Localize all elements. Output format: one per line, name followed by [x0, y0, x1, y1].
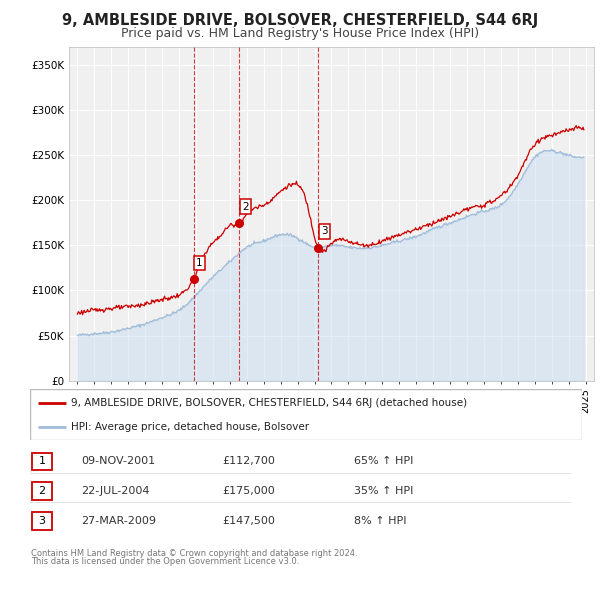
Text: This data is licensed under the Open Government Licence v3.0.: This data is licensed under the Open Gov…: [31, 558, 299, 566]
Bar: [32, 512, 52, 530]
Text: 09-NOV-2001: 09-NOV-2001: [81, 457, 155, 466]
Text: £112,700: £112,700: [222, 457, 275, 466]
Text: £175,000: £175,000: [222, 486, 275, 496]
Bar: [32, 453, 52, 470]
Text: 27-MAR-2009: 27-MAR-2009: [81, 516, 156, 526]
Text: 8% ↑ HPI: 8% ↑ HPI: [354, 516, 407, 526]
Text: £147,500: £147,500: [222, 516, 275, 526]
Text: 22-JUL-2004: 22-JUL-2004: [81, 486, 149, 496]
Text: 9, AMBLESIDE DRIVE, BOLSOVER, CHESTERFIELD, S44 6RJ (detached house): 9, AMBLESIDE DRIVE, BOLSOVER, CHESTERFIE…: [71, 398, 467, 408]
Text: 35% ↑ HPI: 35% ↑ HPI: [354, 486, 413, 496]
Text: 1: 1: [38, 457, 46, 466]
Text: 65% ↑ HPI: 65% ↑ HPI: [354, 457, 413, 466]
Text: 3: 3: [38, 516, 46, 526]
Text: 9, AMBLESIDE DRIVE, BOLSOVER, CHESTERFIELD, S44 6RJ: 9, AMBLESIDE DRIVE, BOLSOVER, CHESTERFIE…: [62, 13, 538, 28]
Text: 2: 2: [242, 202, 248, 212]
Text: 2: 2: [38, 486, 46, 496]
Bar: [32, 482, 52, 500]
Text: HPI: Average price, detached house, Bolsover: HPI: Average price, detached house, Bols…: [71, 421, 310, 431]
Text: Contains HM Land Registry data © Crown copyright and database right 2024.: Contains HM Land Registry data © Crown c…: [31, 549, 358, 558]
Text: Price paid vs. HM Land Registry's House Price Index (HPI): Price paid vs. HM Land Registry's House …: [121, 27, 479, 40]
Text: 1: 1: [196, 258, 203, 268]
Text: 3: 3: [321, 227, 328, 237]
